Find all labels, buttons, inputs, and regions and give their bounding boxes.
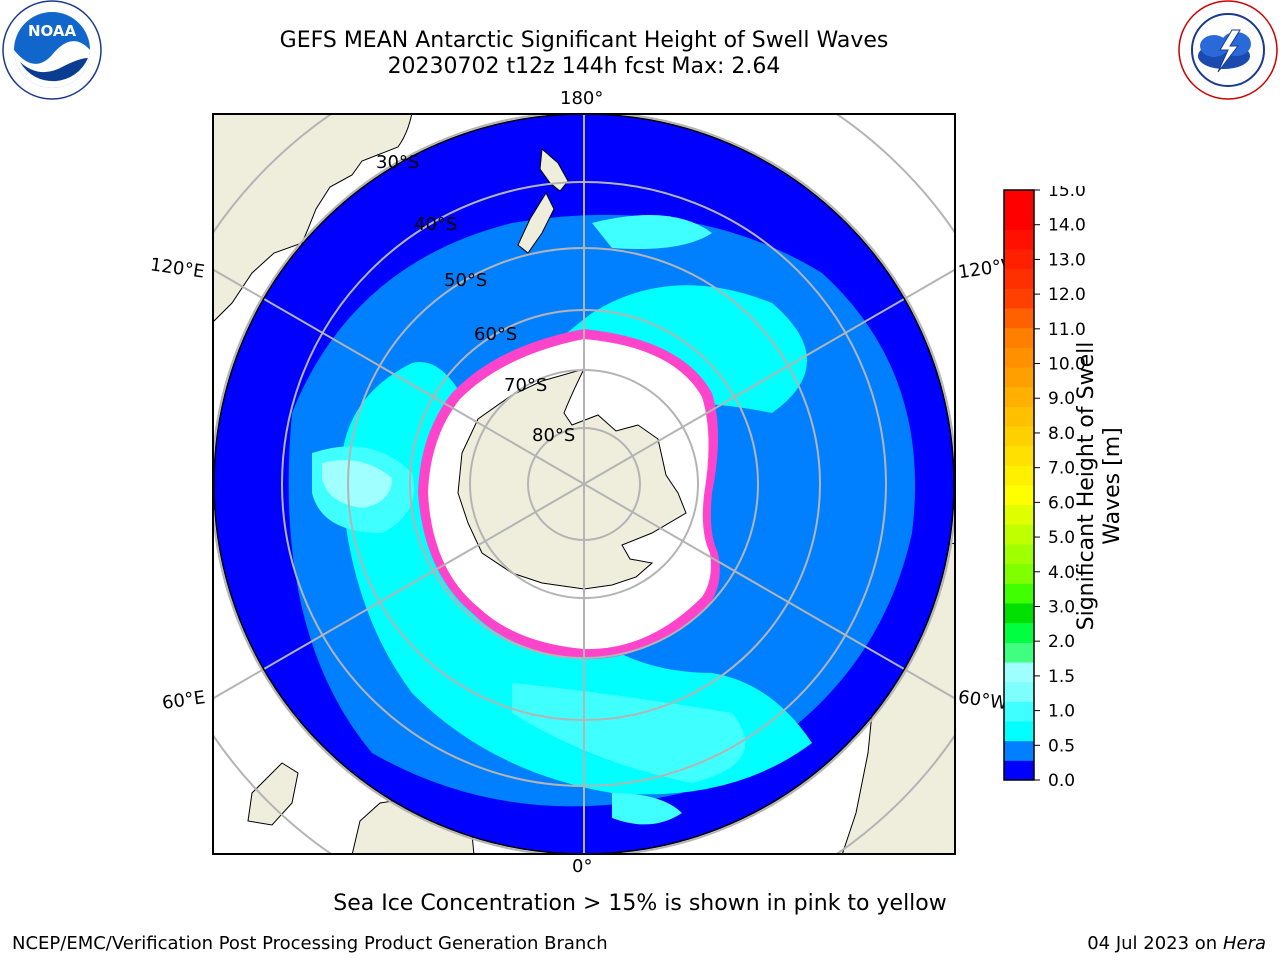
colorbar-frame xyxy=(1003,189,1035,781)
colorbar-segment xyxy=(1004,406,1034,427)
noaa-logo: NOAA xyxy=(0,0,104,104)
colorbar: 15.0 14.0 13.0 12.0 11.0 10.0 9.0 8.0 7.0 6.0 5.0 4… xyxy=(1000,181,1140,791)
lat-label-80s: 80°S xyxy=(532,425,576,446)
colorbar-segment xyxy=(1004,426,1034,447)
colorbar-tick-label: 0.0 xyxy=(1048,771,1075,786)
colorbar-tick-label: 10.0 xyxy=(1048,355,1086,375)
chart-title: GEFS MEAN Antarctic Significant Height o… xyxy=(279,28,889,53)
date-text: 04 Jul 2023 on Hera xyxy=(1087,933,1266,954)
lon-label-60e: 60°E xyxy=(160,687,207,714)
new-zealand-land xyxy=(517,147,569,254)
lat-label-40s: 40°S xyxy=(414,214,458,235)
colorbar-tick-label: 3.0 xyxy=(1048,597,1075,617)
colorbar-segment xyxy=(1004,622,1034,643)
colorbar-segment xyxy=(1004,563,1034,584)
colorbar-segment xyxy=(1004,603,1034,624)
colorbar-segment xyxy=(1004,760,1034,781)
australia-land xyxy=(213,114,413,323)
colorbar-segment xyxy=(1004,209,1034,230)
nws-logo xyxy=(1176,0,1280,104)
colorbar-label: Significant Height of Swell Waves [m] xyxy=(1074,336,1126,636)
colorbar-label-line1: Significant Height of Swell xyxy=(1074,341,1099,631)
sea-ice-note: Sea Ice Concentration > 15% is shown in … xyxy=(333,891,947,916)
noaa-logo-text: NOAA xyxy=(28,22,77,40)
colorbar-label-line2: Waves [m] xyxy=(1100,427,1125,545)
colorbar-segment xyxy=(1004,485,1034,506)
host-name: Hera xyxy=(1222,933,1266,954)
lat-label-70s: 70°S xyxy=(504,375,548,396)
lon-label-180: 180° xyxy=(560,88,604,109)
colorbar-segment xyxy=(1004,740,1034,761)
colorbar-tick-label: 0.5 xyxy=(1048,736,1075,756)
colorbar-segment xyxy=(1004,327,1034,348)
colorbar-segment xyxy=(1004,367,1034,388)
colorbar-tick-label: 12.0 xyxy=(1048,285,1086,305)
colorbar-tick-label: 11.0 xyxy=(1048,320,1086,340)
colorbar-tick-label: 8.0 xyxy=(1048,424,1075,444)
colorbar-tick-label: 9.0 xyxy=(1048,389,1075,409)
colorbar-segment xyxy=(1004,504,1034,525)
colorbar-segment xyxy=(1004,721,1034,742)
colorbar-segment xyxy=(1004,681,1034,702)
colorbar-tick-label: 4.0 xyxy=(1048,563,1075,583)
colorbar-segment xyxy=(1004,662,1034,683)
colorbar-tick-label: 1.0 xyxy=(1048,702,1075,722)
colorbar-segment xyxy=(1004,642,1034,663)
colorbar-segment xyxy=(1004,190,1034,211)
colorbar-tick-label: 15.0 xyxy=(1048,186,1086,201)
colorbar-segment xyxy=(1004,386,1034,407)
colorbar-segment xyxy=(1004,249,1034,270)
colorbar-tick-label: 7.0 xyxy=(1048,459,1075,479)
polar-map xyxy=(212,113,956,855)
swell-band-2p0 xyxy=(322,460,392,508)
lon-label-120e: 120°E xyxy=(148,254,206,283)
colorbar-segment xyxy=(1004,229,1034,250)
swell-band-1p5c xyxy=(612,793,682,825)
colorbar-tick-label: 1.5 xyxy=(1048,667,1075,687)
colorbar-segment xyxy=(1004,268,1034,289)
colorbar-segment xyxy=(1004,288,1034,309)
colorbar-segment xyxy=(1004,347,1034,368)
colorbar-segment xyxy=(1004,308,1034,329)
colorbar-tick-label: 2.0 xyxy=(1048,632,1075,652)
colorbar-tick-label: 14.0 xyxy=(1048,216,1086,236)
colorbar-segment xyxy=(1004,524,1034,545)
date-value: 04 Jul 2023 on xyxy=(1087,933,1218,954)
colorbar-segment xyxy=(1004,445,1034,466)
colorbar-segment xyxy=(1004,465,1034,486)
colorbar-tick-label: 6.0 xyxy=(1048,493,1075,513)
madagascar-land xyxy=(247,762,299,826)
colorbar-tick-label: 5.0 xyxy=(1048,528,1075,548)
graticule xyxy=(213,114,955,854)
antarctica-land xyxy=(457,368,687,590)
polar-map-svg xyxy=(212,113,956,855)
colorbar-segment xyxy=(1004,583,1034,604)
colorbar-tick-label: 13.0 xyxy=(1048,250,1086,270)
lat-label-30s: 30°S xyxy=(376,152,420,173)
colorbar-segment xyxy=(1004,544,1034,565)
lat-label-50s: 50°S xyxy=(444,270,488,291)
colorbar-segment xyxy=(1004,701,1034,722)
swell-band-1p5b xyxy=(512,683,746,783)
lon-label-0: 0° xyxy=(572,856,593,877)
swell-band-1p5d xyxy=(592,215,712,249)
credit-text: NCEP/EMC/Verification Post Processing Pr… xyxy=(12,933,608,954)
lat-label-60s: 60°S xyxy=(474,324,518,345)
chart-subtitle: 20230702 t12z 144h fcst Max: 2.64 xyxy=(387,54,781,79)
